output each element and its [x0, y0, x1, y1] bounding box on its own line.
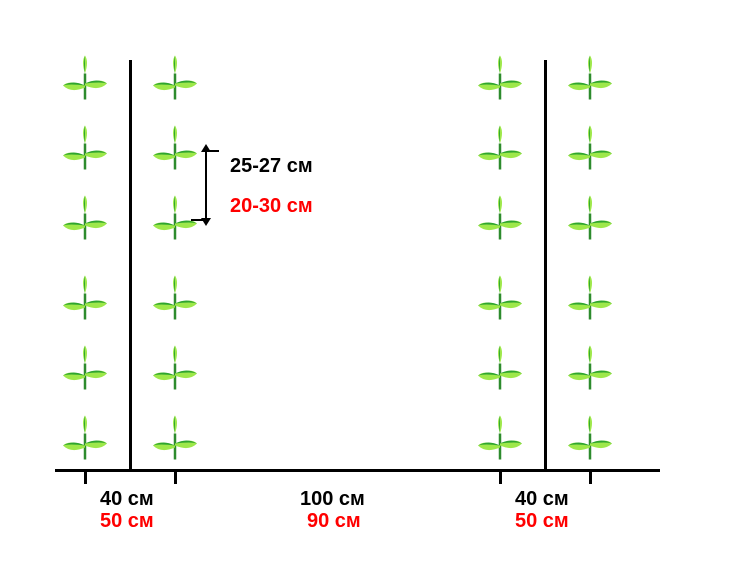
plant-icon — [566, 56, 614, 100]
tick — [589, 470, 592, 484]
plant-icon — [476, 416, 524, 460]
plant — [151, 126, 199, 175]
plant — [151, 416, 199, 465]
plant-icon — [151, 416, 199, 460]
col-right-secondary: 50 см — [515, 510, 569, 533]
plant-icon — [566, 196, 614, 240]
tick — [84, 470, 87, 484]
plant — [566, 276, 614, 325]
plant — [61, 196, 109, 245]
baseline — [55, 469, 660, 472]
plant-icon — [61, 416, 109, 460]
plant-icon — [476, 276, 524, 320]
plant — [476, 196, 524, 245]
col-right-primary: 40 см — [515, 488, 569, 511]
plant-icon — [151, 126, 199, 170]
plant-icon — [151, 196, 199, 240]
center-primary: 100 см — [300, 488, 365, 511]
row-spacing-arrow — [201, 218, 211, 226]
col-left-secondary: 50 см — [100, 510, 154, 533]
col-left-primary: 40 см — [100, 488, 154, 511]
plant — [61, 276, 109, 325]
plant — [476, 126, 524, 175]
plant-icon — [61, 56, 109, 100]
plant-icon — [566, 276, 614, 320]
plant-icon — [61, 196, 109, 240]
plant — [476, 276, 524, 325]
plant-icon — [151, 276, 199, 320]
plant-icon — [566, 126, 614, 170]
plant — [566, 416, 614, 465]
plant — [566, 126, 614, 175]
plant — [61, 56, 109, 105]
plant-icon — [566, 346, 614, 390]
row-divider — [544, 60, 547, 470]
plant — [151, 56, 199, 105]
plant — [476, 346, 524, 395]
tick — [174, 470, 177, 484]
plant-icon — [476, 346, 524, 390]
plant-icon — [566, 416, 614, 460]
plant — [61, 126, 109, 175]
row-spacing-secondary: 20-30 см — [230, 195, 313, 218]
row-spacing-line — [205, 150, 207, 220]
plant-icon — [61, 126, 109, 170]
plant-icon — [151, 346, 199, 390]
plant — [566, 346, 614, 395]
center-secondary: 90 см — [307, 510, 361, 533]
row-spacing-primary: 25-27 см — [230, 155, 313, 178]
plant — [61, 416, 109, 465]
plant-icon — [476, 196, 524, 240]
plant — [61, 346, 109, 395]
plant-icon — [61, 346, 109, 390]
plant-icon — [476, 126, 524, 170]
plant-icon — [151, 56, 199, 100]
tick — [499, 470, 502, 484]
plant — [566, 196, 614, 245]
plant — [151, 276, 199, 325]
row-divider — [129, 60, 132, 470]
plant — [476, 56, 524, 105]
plant — [566, 56, 614, 105]
plant-icon — [61, 276, 109, 320]
plant-icon — [476, 56, 524, 100]
plant — [151, 346, 199, 395]
row-spacing-arrow — [201, 144, 211, 152]
plant — [476, 416, 524, 465]
